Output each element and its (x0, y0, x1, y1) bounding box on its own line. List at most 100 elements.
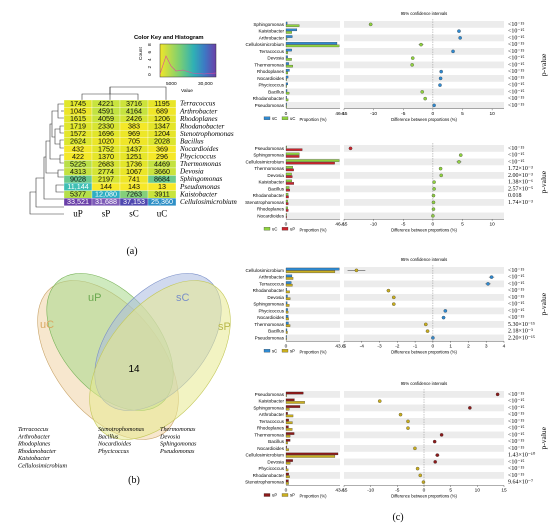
prop-bar-a (285, 102, 287, 106)
row-stripe (286, 172, 340, 179)
diff-tick: 10 (489, 111, 495, 117)
heatmap-column-label: uC (157, 209, 168, 219)
ci-point (425, 329, 430, 333)
p-value: <10⁻¹⁵ (508, 49, 524, 55)
prop-bar-b (285, 175, 293, 178)
genus-label: Kaistobacter (258, 29, 284, 34)
prop-bar-b (285, 31, 292, 34)
prop-bar-b (285, 475, 290, 478)
heatmap-value: 1719 (70, 122, 86, 131)
prop-bar-a (285, 152, 300, 156)
p-value: <10⁻¹⁵ (508, 446, 524, 452)
prop-bar-b (285, 209, 289, 212)
genus-label: Arthrobacter (259, 275, 285, 280)
legend-swatch (281, 493, 289, 497)
p-value: <10⁻¹⁵ (508, 56, 524, 62)
prop-bar-a (285, 55, 288, 59)
diff-tick: -5 (401, 111, 406, 117)
row-stripe (344, 445, 504, 452)
venn-genus-label: Rhodoplanes (17, 441, 51, 448)
prop-bar-a (285, 281, 292, 284)
prop-bar-a (285, 294, 288, 298)
row-stripe (286, 431, 340, 439)
prop-bar-a (285, 315, 289, 318)
genus-label: Rhodanobacter (253, 193, 285, 198)
diff-tick: 2 (467, 343, 470, 349)
diff-tick: -5 (342, 343, 347, 349)
prop-bar-a (285, 166, 293, 169)
ci-point (432, 103, 436, 108)
prop-bar-b (285, 105, 287, 108)
genus-label: Rhodanobacter (253, 288, 285, 293)
heatmap-value: 4591 (98, 107, 114, 116)
row-stripe (344, 185, 504, 193)
prop-tick: 46.6 (335, 111, 345, 117)
genus-label: Terracoccus (259, 419, 284, 424)
heatmap-value: 432 (72, 144, 84, 153)
diff-tick: 1 (449, 343, 452, 349)
heatmap-value: 383 (128, 122, 140, 131)
row-stripe (286, 391, 340, 398)
heatmap-row-label: Rhodanobacter (179, 122, 225, 130)
prop-bar-a (285, 96, 287, 99)
ci-point (392, 295, 396, 300)
heatmap-value: 1195 (154, 99, 169, 108)
ci-point (495, 392, 500, 397)
prop-bar-a (285, 62, 289, 65)
heatmap-value: 1370 (98, 152, 114, 161)
prop-bar-b (285, 215, 287, 219)
heatmap-value: 143 (128, 182, 140, 191)
ci-point (418, 473, 423, 478)
row-stripe (286, 458, 340, 466)
heatmap-row-label: Cellulosimicrobium (180, 198, 237, 206)
genus-label: Thermomonas (254, 166, 284, 171)
row-stripe (344, 172, 504, 179)
prop-bar-a (285, 206, 288, 210)
prop-bar-a (285, 213, 287, 216)
prop-bar-b (285, 51, 288, 54)
genus-label: Cellulosimicrobium (245, 453, 284, 458)
p-value: <10⁻¹⁵ (508, 392, 524, 398)
diff-tick: -3 (377, 343, 382, 349)
p-value: 0.018 (508, 193, 522, 199)
prop-bar-a (285, 391, 304, 395)
prop-bar-a (285, 89, 288, 92)
ci-point (431, 207, 436, 211)
p-value-axis-label: p-value (539, 53, 548, 76)
prop-bar-a (285, 288, 287, 291)
genus-label: Kaistobacter (258, 180, 284, 185)
heatmap-value: 1020 (98, 137, 114, 146)
heatmap-column-label: sC (129, 209, 139, 219)
prop-bar-b (285, 168, 294, 172)
heatmap-value: 4164 (126, 107, 142, 116)
prop-bar-b (285, 44, 340, 48)
heatmap-row-label: Rhodoplanes (179, 115, 218, 123)
heatmap-value: 9028 (70, 174, 86, 183)
prop-tick: 43.6 (335, 343, 345, 349)
genus-label: Pseudomonas (255, 103, 285, 108)
ci-point (354, 268, 359, 273)
legend-label: uP (272, 493, 277, 498)
prop-bar-a (285, 267, 340, 271)
ci-point (431, 193, 436, 198)
genus-label: Devosia (267, 173, 284, 178)
heatmap-value: 1204 (154, 129, 170, 138)
prop-bar-a (285, 335, 287, 338)
genus-label: Nocardioides (257, 213, 285, 218)
legend-label: sC (272, 116, 277, 121)
prop-axis-label: Proportion (%) (300, 349, 328, 354)
diff-tick: -15 (341, 488, 348, 494)
row-stripe (344, 212, 504, 220)
ci-point (386, 288, 391, 293)
ci-point (431, 200, 436, 205)
p-value: <10⁻¹⁵ (508, 159, 524, 165)
panel-label-b: (b) (128, 475, 140, 486)
diff-tick: 0 (432, 111, 435, 117)
key-ytick: 0 (147, 73, 153, 76)
ci-panel: 95% confidence intervals Sphingomonas <10⁻… (245, 11, 548, 499)
key-xlabel: Value (181, 88, 193, 94)
genus-label: Pseudomonas (255, 146, 285, 151)
row-stripe (286, 199, 340, 206)
diff-tick: 0 (423, 488, 426, 494)
